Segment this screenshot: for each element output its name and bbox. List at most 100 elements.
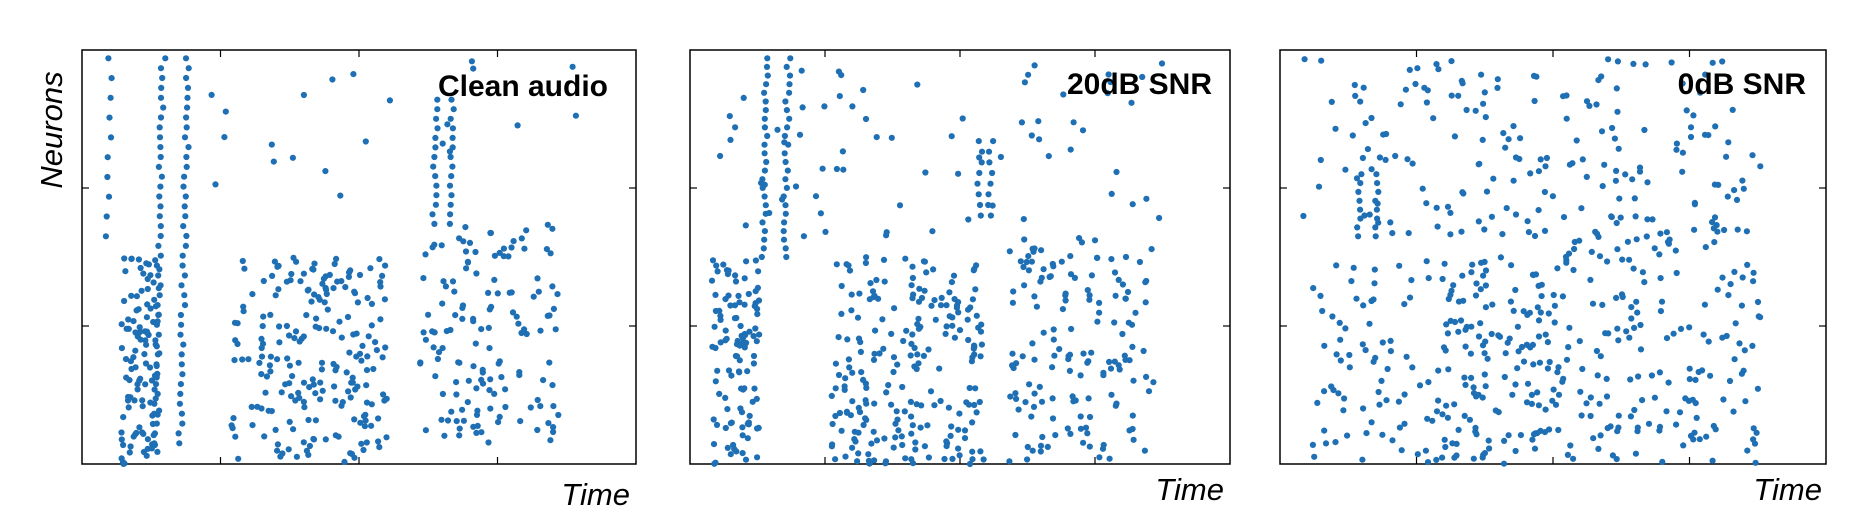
spike-dot [137,264,144,272]
spike-dot [1594,372,1601,379]
spike-dot [1372,233,1379,240]
spike-dot [1477,286,1484,293]
spike-dot [258,344,265,352]
spike-dot [1754,298,1762,306]
spike-dot [1357,180,1364,187]
spike-dot [459,302,467,309]
spike-dot [235,455,242,462]
spike-dot [712,307,720,315]
spike-dot [1559,378,1566,385]
spike-dot [569,63,576,70]
spike-dot [927,388,935,395]
spike-dot [118,436,125,443]
spike-dot [486,387,493,394]
spike-dot [923,269,930,276]
spike-dot [1094,254,1101,261]
spike-dot [1423,200,1430,207]
spike-dot [1379,339,1386,346]
spike-dot [534,396,541,404]
spike-dot [1412,80,1419,88]
spike-dot [272,426,279,433]
spike-dot [711,460,718,467]
spike-dot [157,183,164,190]
spike-dot [1530,431,1538,438]
spike-dot [920,258,928,265]
spike-dot [838,310,845,317]
spike-dot [1566,324,1573,331]
spike-dot [969,419,976,426]
spike-dot [1724,193,1731,200]
spike-dot [321,299,328,306]
spike-dot [913,365,920,373]
spike-dot [1080,350,1087,357]
spike-dot [867,280,874,287]
spike-dot [1657,230,1664,237]
spike-dot [1026,381,1033,388]
spike-dot [1544,365,1551,372]
spike-dot [459,406,466,413]
spike-dot [849,369,856,376]
spike-dot [1563,356,1571,363]
spike-dot [955,309,962,316]
spike-dot [1028,258,1035,265]
spike-dot [970,267,977,274]
spike-dot [728,419,735,426]
spike-dot [181,302,189,309]
spike-dot [1614,108,1621,115]
spike-dot [158,173,165,180]
spike-dot [912,446,919,453]
spike-dot [990,138,997,145]
spike-dot [1614,58,1621,65]
spike-dot [491,390,498,397]
spike-dot [1433,456,1440,463]
spike-dot [1686,376,1693,383]
spike-dot [1601,161,1608,168]
spike-dot [537,327,544,334]
spike-dot [509,309,517,316]
spike-dot [1056,346,1063,353]
spike-dot [473,385,480,392]
spike-dot [138,287,145,294]
spike-dot [1560,214,1568,221]
spike-dot [546,359,553,366]
spike-dot [317,379,324,386]
spike-dot [383,434,390,441]
spike-dot [1401,301,1408,308]
spike-dot [1132,309,1139,316]
spike-dot [183,153,190,161]
spike-dot [839,148,847,155]
spike-dot [156,213,163,220]
spike-dot [842,375,849,382]
spike-dot [1518,343,1526,351]
spike-dot [1468,374,1475,381]
spike-dot [1009,350,1016,357]
spike-dot [956,327,964,334]
spike-dot [1630,60,1637,67]
spike-dot [955,426,962,433]
spike-dot [1322,440,1330,447]
spike-dot [973,409,980,416]
spike-dot [453,391,460,398]
spike-dot [1648,372,1655,379]
spike-dot [267,368,274,375]
spike-dots [1300,56,1764,467]
spike-dot [1739,177,1746,184]
spike-dot [158,84,165,91]
spike-dot [120,414,127,421]
spike-dot [1037,448,1044,455]
spike-dot [1119,330,1126,338]
spike-dot [1459,189,1466,196]
spike-dot [373,347,380,354]
spike-dot [318,359,326,366]
spike-dot [1495,332,1502,339]
spike-dot [1031,293,1038,300]
spike-dot [946,313,953,320]
spike-dot [1052,432,1059,439]
spike-dot [1528,400,1535,407]
spike-dot [144,275,151,283]
spike-dot [1475,333,1483,340]
spike-dot [742,456,750,463]
spike-dot [433,115,440,122]
spike-dot [854,314,862,321]
spike-dot [876,350,883,357]
